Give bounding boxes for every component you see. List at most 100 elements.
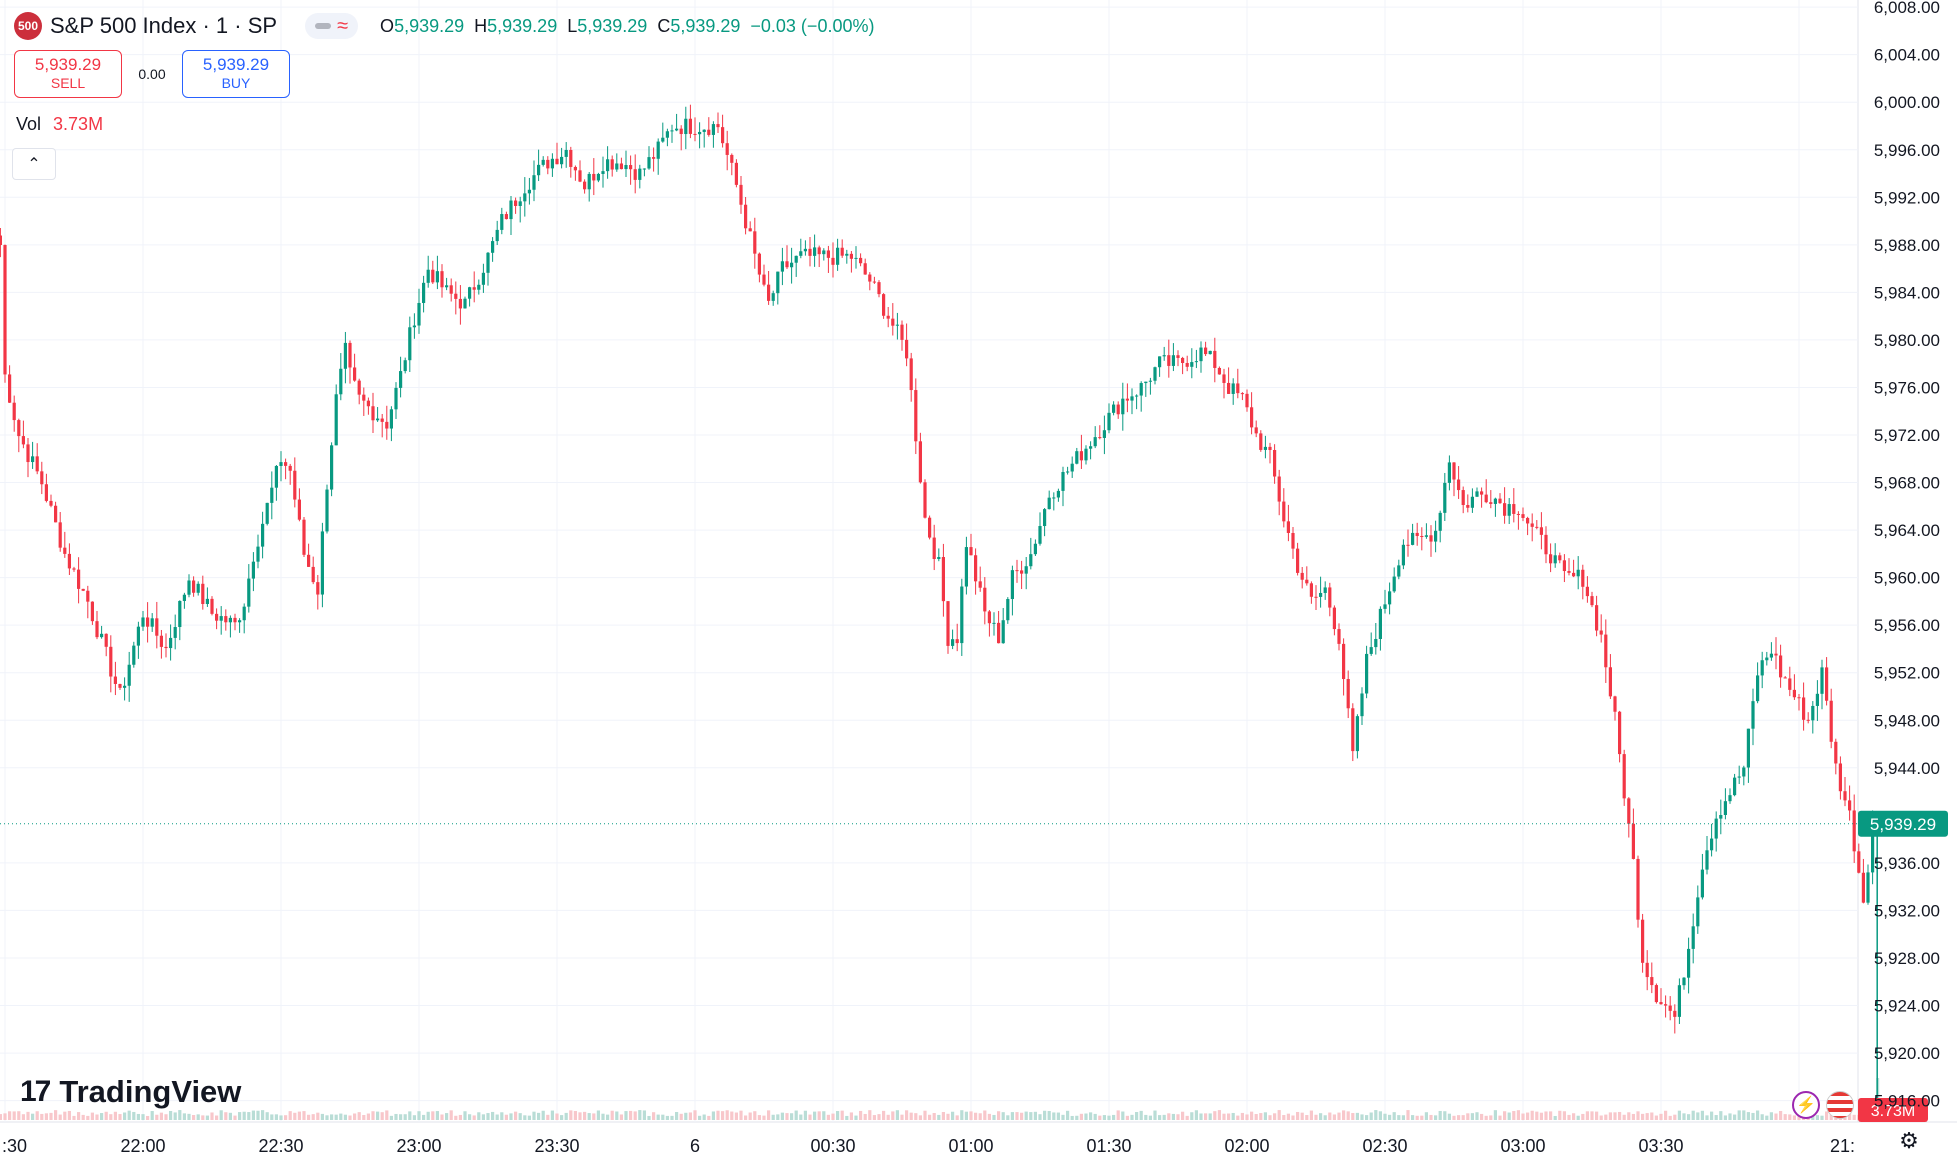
candle-body [882, 294, 886, 316]
candle-body [1351, 708, 1355, 752]
volume-bar [1236, 1115, 1240, 1120]
y-tick-label: 5,924.00 [1874, 997, 1940, 1016]
candle-body [1319, 592, 1323, 597]
volume-bar [1093, 1113, 1097, 1120]
volume-bar [859, 1110, 863, 1120]
volume-bar [776, 1114, 780, 1120]
volume-bar [1737, 1110, 1741, 1120]
candle-body [219, 616, 223, 621]
y-tick-label: 5,964.00 [1874, 521, 1940, 540]
volume-bar [1208, 1113, 1212, 1120]
candle-body [376, 418, 380, 421]
candle-body [744, 204, 748, 229]
volume-bar [1240, 1112, 1244, 1120]
candle-body [1181, 357, 1185, 363]
candle-body [403, 360, 407, 372]
x-tick-label: 21: [1830, 1136, 1855, 1156]
candle-body [596, 173, 600, 181]
buy-label: BUY [221, 75, 251, 91]
candle-body [928, 517, 932, 538]
candle-body [320, 531, 324, 595]
ohlc-values: O5,939.29 H5,939.29 L5,939.29 C5,939.29 … [380, 16, 874, 37]
candle-body [642, 168, 646, 170]
candle-body [1075, 451, 1079, 464]
y-tick-label: 5,996.00 [1874, 141, 1940, 160]
volume-bar [408, 1111, 412, 1120]
volume-bar [624, 1111, 628, 1120]
volume-bar [1277, 1110, 1281, 1120]
candle-body [1323, 587, 1327, 593]
y-tick-label: 5,916.00 [1874, 1092, 1940, 1111]
candle-body [1811, 705, 1815, 721]
volume-bar [1075, 1115, 1079, 1120]
candle-body [196, 583, 200, 593]
volume-bar [242, 1111, 246, 1120]
volume-bar [1089, 1112, 1093, 1120]
candle-body [734, 162, 738, 185]
buy-button[interactable]: 5,939.29 BUY [182, 50, 290, 98]
volume-bar [753, 1111, 757, 1120]
volume-bar [233, 1115, 237, 1120]
volume-bar [1079, 1113, 1083, 1120]
volume-bar [1650, 1112, 1654, 1120]
volume-bar [785, 1113, 789, 1120]
volume-bar [58, 1114, 62, 1120]
symbol-title[interactable]: S&P 500 Index · 1 · SP [50, 13, 278, 38]
collapse-legend-button[interactable]: ⌃ [12, 148, 56, 180]
volume-bar [182, 1113, 186, 1120]
candle-body [35, 456, 39, 472]
candle-body [44, 484, 48, 501]
volume-bar [132, 1111, 136, 1120]
price-axis[interactable]: 5,916.00 5,920.00 5,924.00 5,928.00 5,932.00… [1874, 0, 1940, 1111]
candle-body [1493, 498, 1497, 504]
time-axis[interactable]: :30 22:00 22:30 23:00 23:30 6 00:30 01:00 01:30 0… [2, 1136, 1855, 1156]
volume-bar [504, 1114, 508, 1120]
volume-bar [348, 1115, 352, 1120]
volume-bar [95, 1114, 99, 1120]
volume-bar [1599, 1115, 1603, 1120]
volume-bar [1567, 1114, 1571, 1120]
candle-body [1199, 347, 1203, 362]
candle-body [1829, 700, 1833, 742]
candle-body [978, 581, 982, 588]
volume-bar [1282, 1115, 1286, 1120]
volume-bar [1549, 1111, 1553, 1120]
volume-bar [35, 1111, 39, 1120]
candle-body [1121, 398, 1125, 415]
candle-body [1760, 660, 1764, 676]
minus-icon[interactable] [315, 23, 332, 29]
candle-body [955, 639, 959, 644]
candle-body [123, 685, 127, 688]
candle-body [339, 368, 343, 395]
volume-bar [698, 1115, 702, 1120]
candle-body [431, 269, 435, 283]
volume-bar [417, 1111, 421, 1120]
us-flag-icon[interactable] [1826, 1091, 1854, 1119]
y-tick-label: 5,988.00 [1874, 236, 1940, 255]
candle-body [532, 175, 536, 190]
volume-bar [1052, 1112, 1056, 1120]
candle-body [1236, 383, 1240, 394]
candle-body [477, 284, 481, 290]
candle-body [937, 557, 941, 560]
volume-bar [431, 1111, 435, 1120]
candle-body [1756, 675, 1760, 702]
volume-bar [1015, 1112, 1019, 1120]
volume-bar [1746, 1112, 1750, 1120]
candle-body [0, 235, 2, 246]
legend-controls[interactable]: ≈ [305, 13, 359, 39]
sell-button[interactable]: 5,939.29 SELL [14, 50, 122, 98]
volume-bar [771, 1114, 775, 1120]
candle-body [159, 635, 163, 647]
x-tick-label: 23:30 [534, 1136, 579, 1156]
volume-bar [675, 1111, 679, 1120]
volume-bar [1710, 1111, 1714, 1120]
y-tick-label: 5,956.00 [1874, 616, 1940, 635]
gear-icon[interactable]: ⚙ [1899, 1128, 1919, 1153]
volume-bar [863, 1113, 867, 1120]
wave-icon[interactable]: ≈ [337, 15, 349, 37]
tradingview-logo[interactable]: 17 TradingView [20, 1074, 241, 1110]
lightning-icon[interactable]: ⚡ [1792, 1091, 1820, 1119]
